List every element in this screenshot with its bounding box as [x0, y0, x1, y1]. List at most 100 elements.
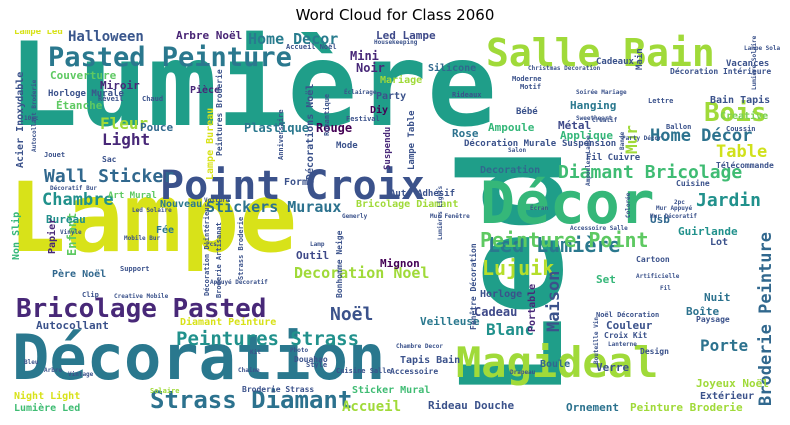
- word-ecran: Écran: [530, 205, 549, 212]
- word-halloween: Halloween: [68, 30, 144, 45]
- word-rideau-douche: Rideau Douche: [428, 399, 515, 412]
- word-style: Style: [306, 361, 328, 369]
- word-fee: Fée: [156, 225, 175, 236]
- word-strass-broderie: Strass Broderie: [237, 216, 245, 280]
- word-lampe-solaire: Lampe Solaire: [744, 45, 780, 52]
- word-hanging: Hanging: [570, 99, 617, 112]
- word-salon: Salon: [508, 147, 527, 154]
- word-rouge: Rouge: [316, 121, 353, 135]
- word-nouveau: Nouveau: [160, 199, 203, 210]
- word-romantique: Romantique: [323, 93, 331, 136]
- word-appuye-decoratif: Appuyé Décoratif: [210, 279, 268, 286]
- word-piece: Pièce: [190, 85, 221, 96]
- word-miroir: Miroir: [100, 79, 140, 92]
- word-decoration: Décoration: [12, 321, 386, 394]
- word-kit: Kit: [250, 349, 261, 356]
- word-salle-bain: Salle Bain: [486, 31, 715, 75]
- word-diamant-peinture: Diamant Peinture: [180, 317, 277, 328]
- word-couverture: Couverture: [50, 69, 117, 82]
- word-decoration: Decoration: [480, 165, 541, 176]
- word-diy: Diy: [370, 105, 389, 116]
- word-peintures-strass: Peintures Strass: [176, 328, 360, 350]
- word-lampe-table: Lampe Table: [407, 110, 417, 170]
- word-creatif: Créatif: [592, 117, 618, 124]
- word-mur-decoratif: Mur Décoratif: [650, 213, 697, 220]
- word-lampe: Lampe: [10, 162, 297, 274]
- word-horloge: Horloge: [480, 289, 523, 300]
- word-vacances: Vacances: [726, 59, 770, 69]
- word-motif: Motif: [520, 83, 542, 91]
- word-voiture: Voiture: [204, 197, 230, 204]
- word-peinture-broderie: Peinture Broderie: [630, 401, 743, 414]
- word-ampoules-lampe: Ampoules Lampe: [585, 135, 592, 186]
- word-decoration-murale: Décoration Murale: [464, 139, 557, 149]
- word-boule: Boule: [540, 359, 571, 370]
- word-plastique: Plastique: [244, 121, 310, 135]
- word-cuisine: Cuisine: [676, 179, 710, 188]
- word-point-croix: Point Croix: [160, 163, 425, 209]
- word-douahao: Douahao: [294, 355, 328, 364]
- word-broderie-strass: Broderie Strass: [242, 385, 315, 394]
- word-sweetheart: Sweetheart: [576, 115, 613, 122]
- word-accessoire: Accessoire: [390, 367, 439, 376]
- word-decoration-noel: Decoration Noel: [294, 264, 430, 282]
- word-lumieres-lights: Lumières Lights: [437, 185, 444, 240]
- word-bain-tapis: Bain Tapis: [710, 95, 771, 106]
- word-horloge-murale: Horloge Murale: [48, 89, 124, 99]
- word-non-slip: Non Slip: [11, 211, 22, 260]
- word-mur-fenetre: Mur Fenêtre: [430, 213, 470, 220]
- word-cadeau: Cadeau: [474, 305, 518, 319]
- word-ballon: Ballon: [666, 123, 692, 131]
- word-reveil: Réveil: [98, 95, 124, 103]
- word-bonhomme-neige: Bonhomme Neige: [335, 230, 344, 298]
- word-lanterne: Lanterne: [608, 341, 637, 348]
- word-mode: Mode: [336, 141, 358, 151]
- word-lot: Lot: [710, 237, 729, 248]
- word-veilleuse: Veilleuse: [420, 315, 480, 328]
- word-10pc: 10pc: [24, 115, 39, 122]
- word-housekeeping: Housekeeping: [374, 39, 418, 46]
- word-noir: Noir: [356, 61, 385, 75]
- word-ampoule: Ampoule: [488, 121, 535, 134]
- word-sticker-mural: Sticker Mural: [352, 385, 431, 396]
- word-drapeau: Drapeau: [510, 369, 536, 376]
- word-boite: Boîte: [686, 305, 720, 318]
- word-accueil-noel: Accueil Noël: [286, 43, 337, 51]
- word-joyeux-noel: Joyeux Noël: [696, 377, 769, 390]
- word-applique: Applique: [560, 129, 613, 142]
- word-diamant-bricolage: Diamant Bricolage: [558, 162, 743, 183]
- word-bouteille-vin: Bouteille Vin: [593, 317, 600, 364]
- word-jardin: Jardin: [696, 190, 762, 211]
- word-2pc: 2pc: [674, 199, 685, 206]
- word-support: Support: [120, 265, 150, 273]
- word-eclairage: Éclairage: [344, 89, 377, 96]
- word-pere-noel: Père Noël: [52, 269, 107, 280]
- word-decor: Décor: [480, 169, 655, 237]
- word-photo: Photo: [290, 347, 309, 354]
- word-decoratif-bur: Décoratif Bur: [50, 185, 97, 192]
- word-suspendu: Suspendu: [383, 126, 393, 170]
- word-decorations-noel: Décorations Noël: [305, 83, 316, 180]
- word-fil: Fil: [660, 285, 671, 292]
- word-coussin: Coussin: [726, 125, 756, 133]
- word-vinyle: Vinyle: [60, 229, 82, 236]
- word-cuisine-salle: Cuisine Salle: [336, 367, 391, 375]
- word-paysage: Paysage: [696, 315, 730, 324]
- word-main: Main: [635, 48, 645, 70]
- word-croix-kit: Croix Kit: [604, 331, 648, 340]
- word-lumiere-solaire: Lumière Solaire: [751, 35, 758, 90]
- word-cloud: Lumière Lampe Led Décoration Décor Salle…: [10, 30, 780, 415]
- chart-title: Word Cloud for Class 2060: [295, 6, 495, 24]
- word-peintures-broderie: Peintures Broderie: [215, 69, 224, 156]
- word-arbre: Arbre: [44, 367, 63, 374]
- word-magideal: Magideal: [456, 338, 659, 387]
- word-home-decor-2: Home Décor: [650, 126, 753, 146]
- word-exterieur: Extérieur: [700, 391, 755, 402]
- word-fenetre-decoration: Fenêtre Décoration: [469, 243, 478, 330]
- word-mariage: Mariage: [380, 75, 423, 86]
- word-lumiere-led: Lumière Led: [14, 403, 81, 414]
- word-guirlande: Guirlande: [678, 225, 738, 238]
- word-cartoon: Cartoon: [636, 255, 670, 264]
- word-vintage: Vintage: [68, 371, 94, 378]
- word-chambre: Chambre: [42, 190, 114, 210]
